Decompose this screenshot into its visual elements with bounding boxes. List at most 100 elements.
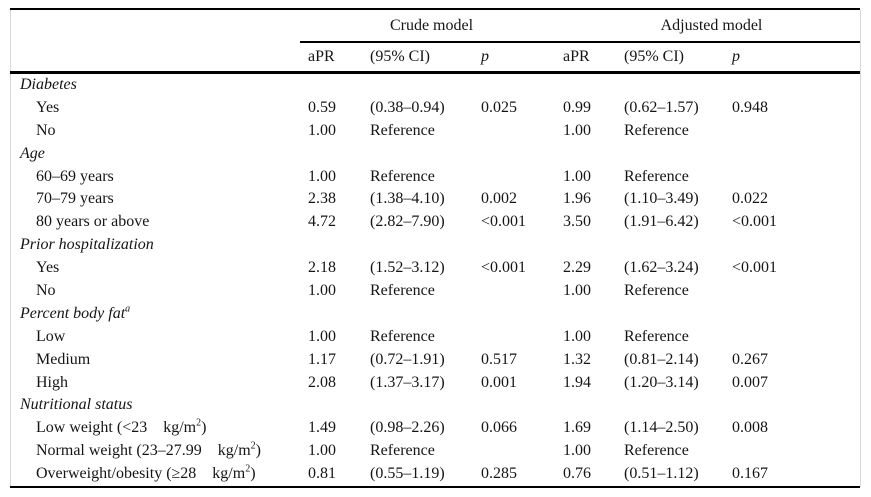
adjusted-ci-cell: (0.81–2.14): [624, 350, 699, 368]
crude-apr-cell: 0.81: [308, 465, 336, 483]
row-label: Medium: [36, 350, 91, 368]
table-row: No 1.00 Reference 1.00 Reference: [10, 280, 860, 303]
crude-apr-cell: 2.38: [308, 190, 336, 208]
crude-p-cell: 0.285: [481, 465, 517, 483]
table-row: Nutritional status: [10, 394, 860, 417]
table-left-border: [10, 10, 11, 487]
table-row: Age: [10, 142, 860, 165]
superscript: 2: [250, 440, 256, 452]
adjusted-ci-cell: Reference: [624, 281, 689, 299]
table-row: Medium 1.17 (0.72–1.91) 0.517 1.32 (0.81…: [10, 348, 860, 371]
adjusted-p-header: p: [732, 47, 740, 65]
adjusted-apr-cell: 1.96: [563, 190, 591, 208]
adjusted-apr-cell: 1.00: [563, 442, 591, 460]
adjusted-ci-cell: Reference: [624, 442, 689, 460]
table-row: Overweight/obesity (≥28 kg/m2) 0.81 (0.5…: [10, 463, 860, 486]
table-row: 70–79 years 2.38 (1.38–4.10) 0.002 1.96 …: [10, 188, 860, 211]
crude-ci-cell: (2.82–7.90): [370, 213, 445, 231]
crude-apr-cell: 4.72: [308, 213, 336, 231]
crude-ci-cell: Reference: [370, 281, 435, 299]
adjusted-ci-cell: (0.62–1.57): [624, 98, 699, 116]
crude-apr-cell: 2.08: [308, 373, 336, 391]
adjusted-p-cell: 0.167: [732, 465, 768, 483]
adjusted-ci-cell: (1.91–6.42): [624, 213, 699, 231]
table-row: No 1.00 Reference 1.00 Reference: [10, 119, 860, 142]
adjusted-apr-cell: 1.69: [563, 419, 591, 437]
adjusted-ci-cell: Reference: [624, 121, 689, 139]
adjusted-apr-cell: 1.00: [563, 121, 591, 139]
crude-ci-cell: Reference: [370, 121, 435, 139]
superscript: 2: [245, 463, 251, 475]
adjusted-ci-cell: Reference: [624, 167, 689, 185]
table-body: Diabetes Yes 0.59 (0.38–0.94) 0.025 0.99…: [10, 74, 860, 486]
column-header-row: aPR (95% CI) p aPR (95% CI) p: [10, 43, 860, 71]
crude-ci-cell: (0.55–1.19): [370, 465, 445, 483]
crude-model-header: Crude model: [389, 16, 474, 34]
superscript: a: [125, 303, 131, 315]
row-label: Normal weight (23–27.99 kg/m2): [36, 440, 261, 460]
adjusted-apr-cell: 0.76: [563, 465, 591, 483]
crude-ci-cell: (0.72–1.91): [370, 350, 445, 368]
results-table: Crude model Adjusted model aPR (95% CI) …: [10, 8, 860, 488]
adjusted-p-cell: <0.001: [732, 259, 778, 277]
row-label: 60–69 years: [36, 167, 114, 185]
crude-apr-cell: 1.00: [308, 281, 336, 299]
adjusted-ci-cell: Reference: [624, 327, 689, 345]
row-label: Low weight (<23 kg/m2): [36, 417, 207, 437]
adjusted-apr-cell: 1.32: [563, 350, 591, 368]
crude-ci-cell: (1.52–3.12): [370, 259, 445, 277]
table-row: High 2.08 (1.37–3.17) 0.001 1.94 (1.20–3…: [10, 371, 860, 394]
model-group-header-row: Crude model Adjusted model: [10, 10, 860, 41]
row-label: No: [36, 281, 56, 299]
group-header-underline: [300, 41, 860, 43]
table-row: Diabetes: [10, 74, 860, 97]
row-label: 80 years or above: [36, 213, 150, 231]
table-row: Low 1.00 Reference 1.00 Reference: [10, 325, 860, 348]
crude-p-cell: 0.025: [481, 98, 517, 116]
crude-apr-cell: 2.18: [308, 259, 336, 277]
top-rule: [10, 8, 860, 10]
header-body-rule: [10, 70, 860, 74]
crude-apr-cell: 1.49: [308, 419, 336, 437]
crude-ci-cell: Reference: [370, 327, 435, 345]
crude-apr-cell: 1.00: [308, 167, 336, 185]
bottom-rule: [10, 485, 860, 488]
adjusted-ci-cell: (1.20–3.14): [624, 373, 699, 391]
adjusted-ci-cell: (1.14–2.50): [624, 419, 699, 437]
superscript: 2: [196, 417, 202, 429]
crude-p-header: p: [481, 47, 489, 65]
adjusted-apr-cell: 1.00: [563, 167, 591, 185]
row-label: Nutritional status: [20, 396, 133, 414]
crude-p-cell: 0.066: [481, 419, 517, 437]
table-row: Normal weight (23–27.99 kg/m2) 1.00 Refe…: [10, 440, 860, 463]
adjusted-apr-cell: 1.00: [563, 327, 591, 345]
table-row: 60–69 years 1.00 Reference 1.00 Referenc…: [10, 165, 860, 188]
adjusted-ci-cell: (1.10–3.49): [624, 190, 699, 208]
adjusted-apr-cell: 0.99: [563, 98, 591, 116]
crude-p-cell: 0.002: [481, 190, 517, 208]
adjusted-p-cell: 0.022: [732, 190, 768, 208]
table-row: Prior hospitalization: [10, 234, 860, 257]
crude-p-cell: 0.001: [481, 373, 517, 391]
table-row: Yes 2.18 (1.52–3.12) <0.001 2.29 (1.62–3…: [10, 257, 860, 280]
table-row: Yes 0.59 (0.38–0.94) 0.025 0.99 (0.62–1.…: [10, 96, 860, 119]
crude-ci-cell: (1.38–4.10): [370, 190, 445, 208]
row-label: Overweight/obesity (≥28 kg/m2): [36, 463, 256, 483]
crude-ci-cell: (0.38–0.94): [370, 98, 445, 116]
crude-p-cell: <0.001: [481, 213, 527, 231]
crude-ci-header: (95% CI): [370, 47, 430, 65]
crude-apr-cell: 0.59: [308, 98, 336, 116]
crude-apr-cell: 1.17: [308, 350, 336, 368]
adjusted-ci-cell: (0.51–1.12): [624, 465, 699, 483]
crude-ci-cell: (1.37–3.17): [370, 373, 445, 391]
adjusted-apr-header: aPR: [563, 47, 590, 65]
table-row: 80 years or above 4.72 (2.82–7.90) <0.00…: [10, 211, 860, 234]
crude-ci-cell: Reference: [370, 442, 435, 460]
row-label: High: [36, 373, 68, 391]
crude-apr-cell: 1.00: [308, 442, 336, 460]
group-header-underline-row: [10, 41, 860, 43]
crude-ci-cell: (0.98–2.26): [370, 419, 445, 437]
adjusted-ci-cell: (1.62–3.24): [624, 259, 699, 277]
crude-apr-header: aPR: [308, 47, 335, 65]
